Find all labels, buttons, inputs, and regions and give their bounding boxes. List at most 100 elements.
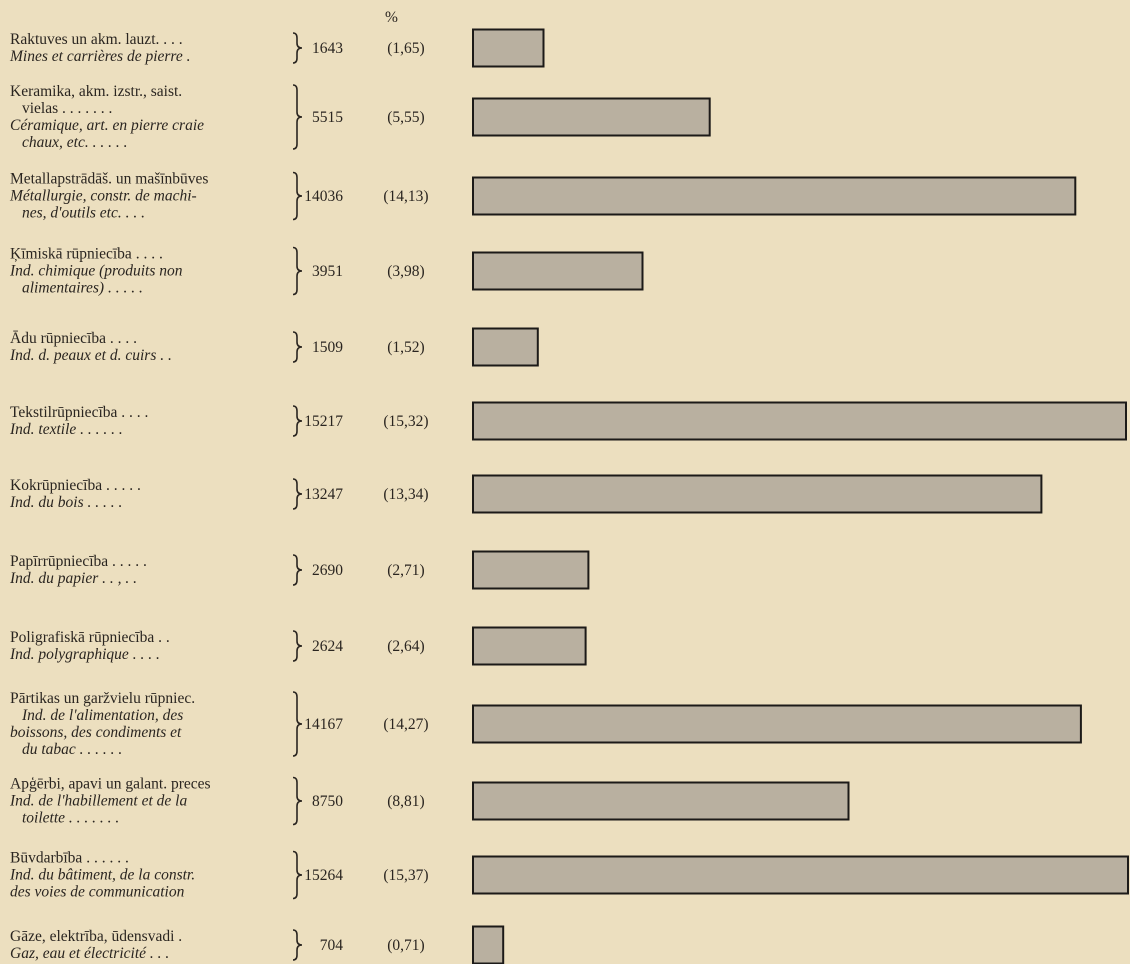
value-label: 5515 [312,109,343,126]
value-label: 15264 [304,867,343,884]
brace [292,405,303,437]
category-label-line: Ind. textile . . . . . . [9,421,123,438]
percent-label: (5,55) [387,109,424,126]
percent-label: (15,37) [383,867,428,884]
percent-label: (8,81) [387,793,424,810]
bar [472,176,1077,216]
category-label-line: chaux, etc. . . . . . [22,134,127,151]
category-label-line: Ind. du papier . . , . . [9,570,137,587]
category-group: Raktuves un akm. lauzt. . . .Mines et ca… [9,28,545,68]
percent-label: (2,64) [387,638,424,655]
category-label-line: Ind. du bois . . . . . [9,494,122,511]
category-label-line: Gāze, elektrība, ūdensvadi . [10,928,182,945]
category-label-line: Papīrrūpniecība . . . . . [10,553,147,570]
bar [472,550,590,590]
category-label-line: Poligrafiskā rūpniecība . . [10,629,170,646]
percent-header: % [385,9,398,26]
category-label-line: alimentaires) . . . . . [22,280,143,297]
brace [292,776,303,826]
bar [472,474,1043,514]
percent-label: (14,27) [383,716,428,733]
brace [292,630,303,662]
category-group: Metallapstrādāš. un mašīnbūvesMétallurgi… [9,171,1077,222]
category-group: Ādu rūpniecība . . . .Ind. d. peaux et d… [9,327,539,367]
percent-label: (14,13) [383,188,428,205]
percent-label: (1,52) [387,339,424,356]
category-label-line: Ind. de l'alimentation, des [21,707,183,724]
category-label-line: Ind. polygraphique . . . . [9,646,160,663]
category-label-line: Metallapstrādāš. un mašīnbūves [10,171,208,188]
value-label: 3951 [312,263,343,280]
value-label: 1643 [312,40,343,57]
category-label-line: nes, d'outils etc. . . . [22,205,145,222]
value-label: 13247 [304,486,343,503]
percent-label: (1,65) [387,40,424,57]
category-label-line: Keramika, akm. izstr., saist. [10,83,182,100]
bar [472,327,539,367]
value-label: 8750 [312,793,343,810]
category-label-line: Kokrūpniecība . . . . . [10,477,141,494]
brace [292,850,303,900]
percent-label: (15,32) [383,413,428,430]
category-label-line: Céramique, art. en pierre craie [10,117,204,134]
brace [292,84,303,150]
value-label: 2690 [312,562,343,579]
value-label: 14167 [304,716,343,733]
value-label: 14036 [304,188,343,205]
category-label-line: Mines et carrières de pierre . [9,48,191,65]
category-group: Papīrrūpniecība . . . . .Ind. du papier … [9,550,590,590]
bar [472,626,587,666]
category-label-line: Ind. chimique (produits non [9,263,183,280]
category-group: Keramika, akm. izstr., saist.vielas . . … [10,83,711,151]
category-label-line: du tabac . . . . . . [22,741,122,758]
category-label-line: Ind. d. peaux et d. cuirs . . [9,347,172,364]
bar [472,97,711,137]
brace [292,32,303,64]
brace [292,929,303,961]
brace [292,171,303,221]
bar [472,781,850,821]
brace [292,691,303,757]
category-label-line: Ādu rūpniecība . . . . [10,330,137,347]
category-label-line: vielas . . . . . . . [22,100,112,117]
brace [292,246,303,296]
category-label-line: boissons, des condiments et [10,724,182,741]
percent-label: (2,71) [387,562,424,579]
category-label-line: Métallurgie, constr. de machi- [9,188,197,205]
category-group: Pārtikas un garžvielu rūpniec.Ind. de l'… [10,690,1082,758]
value-label: 1509 [312,339,343,356]
bar [472,401,1127,441]
bar [472,251,644,291]
category-group: Poligrafiskā rūpniecība . .Ind. polygrap… [9,626,587,666]
category-group: Tekstilrūpniecība . . . .Ind. textile . … [9,401,1127,441]
category-label-line: Tekstilrūpniecība . . . . [10,404,148,421]
category-label-line: toilette . . . . . . . [22,810,119,827]
category-label-line: Būvdarbība . . . . . . [10,850,129,867]
brace [292,331,303,363]
category-label-line: Pārtikas un garžvielu rūpniec. [10,690,195,707]
percent-label: (13,34) [383,486,428,503]
category-label-line: Ind. de l'habillement et de la [9,793,187,810]
category-label-line: Apģērbi, apavi un galant. preces [10,776,211,793]
bar [472,704,1082,744]
brace [292,478,303,510]
category-label-line: des voies de communication [10,884,185,901]
category-label-line: Ind. du bâtiment, de la constr. [9,867,195,884]
bar [472,28,545,68]
category-label-line: Gaz, eau et électricité . . . [10,945,169,962]
value-label: 15217 [304,413,343,430]
percent-label: (3,98) [387,263,424,280]
value-label: 704 [320,937,344,954]
category-group: Būvdarbība . . . . . .Ind. du bâtiment, … [9,850,1129,901]
brace [292,554,303,586]
percent-label: (0,71) [387,937,424,954]
bar [472,925,505,964]
bar [472,855,1129,895]
category-group: Gāze, elektrība, ūdensvadi .Gaz, eau et … [10,925,505,964]
value-label: 2624 [312,638,343,655]
category-group: Ķīmiskā rūpniecība . . . .Ind. chimique … [9,246,644,297]
category-group: Kokrūpniecība . . . . .Ind. du bois . . … [9,474,1043,514]
category-label-line: Ķīmiskā rūpniecība . . . . [10,246,163,263]
